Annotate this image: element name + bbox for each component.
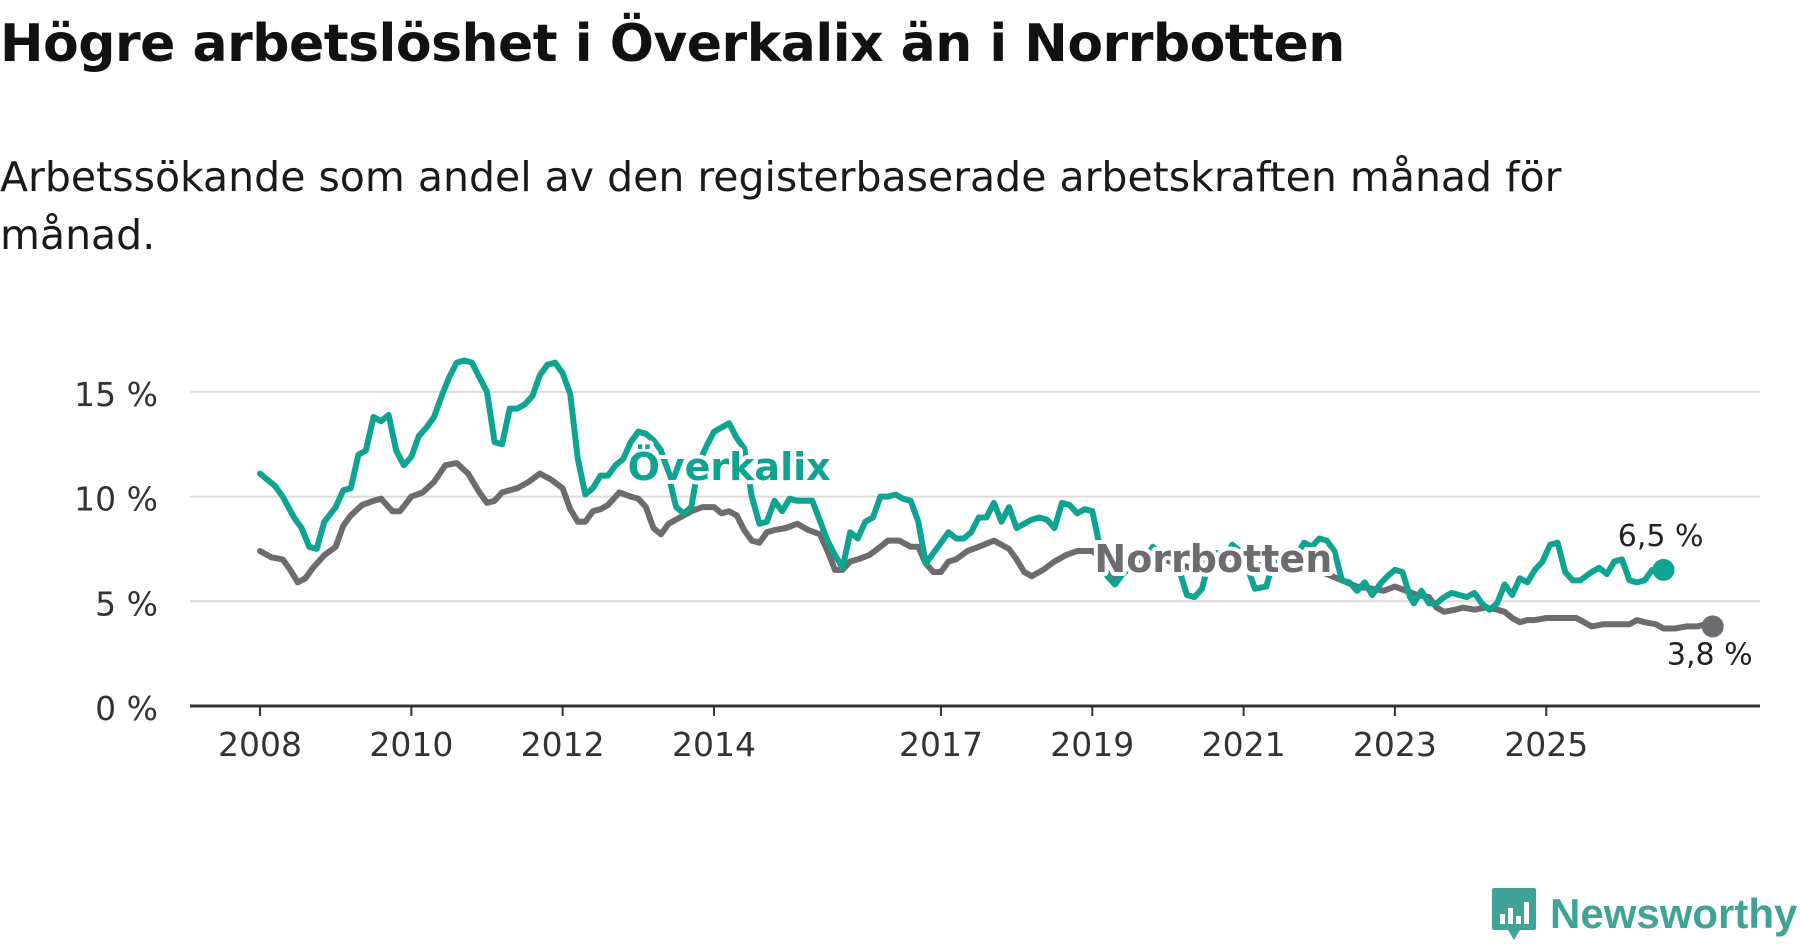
chart-subtitle: Arbetssökande som andel av den registerb… [0,153,1562,259]
x-tick-label: 2025 [1504,725,1588,764]
x-tick-label: 2021 [1202,725,1286,764]
series [257,357,1724,638]
x-tick-label: 2008 [218,725,302,764]
labels: 6,5 % 3,8 % Överkalix Norrbotten [624,441,1753,673]
y-tick-label: 10 % [74,480,158,519]
brand-name: Newsworthy [1550,890,1798,937]
series-annotation: Överkalix [628,445,831,489]
end-value-label: 6,5 % [1618,519,1704,554]
x-tick-label: 2019 [1050,725,1134,764]
x-tick-label: 2017 [899,725,983,764]
series-line-norrbotten [257,460,1716,632]
end-point-overkalix [1652,558,1675,581]
end-point-norrbotten [1701,615,1724,638]
series-annotation: Norrbotten [1094,537,1332,581]
x-tick-label: 2023 [1353,725,1437,764]
x-tick-label: 2010 [369,725,453,764]
end-value-label: 3,8 % [1667,637,1753,672]
x-tick-label: 2014 [672,725,756,764]
chart-title: Högre arbetslöshet i Överkalix än i Norr… [0,14,1345,74]
series-line-overkalix [257,357,1667,613]
newsworthy-logo-icon [1492,888,1536,940]
y-tick-label: 5 % [95,584,158,623]
axes: 0 % 5 % 10 % 15 % 2008 2010 2012 2014 2017 2019 20… [74,375,1760,764]
x-tick-label: 2012 [521,725,605,764]
brand: Newsworthy [1490,886,1797,942]
y-tick-label: 15 % [74,375,158,414]
grid [190,390,1760,603]
y-tick-label: 0 % [95,689,158,728]
